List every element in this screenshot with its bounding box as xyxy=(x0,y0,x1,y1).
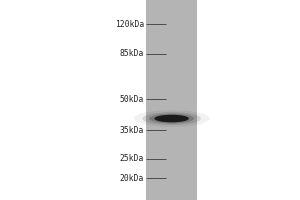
Text: 50kDa: 50kDa xyxy=(120,95,144,104)
Text: 85kDa: 85kDa xyxy=(120,49,144,58)
Text: 35kDa: 35kDa xyxy=(120,126,144,135)
Ellipse shape xyxy=(134,110,210,127)
Ellipse shape xyxy=(142,112,201,125)
Ellipse shape xyxy=(154,115,189,122)
Text: 20kDa: 20kDa xyxy=(120,174,144,183)
Bar xyxy=(146,0,197,200)
Ellipse shape xyxy=(149,114,194,123)
Text: 120kDa: 120kDa xyxy=(115,20,144,29)
Text: 25kDa: 25kDa xyxy=(120,154,144,163)
